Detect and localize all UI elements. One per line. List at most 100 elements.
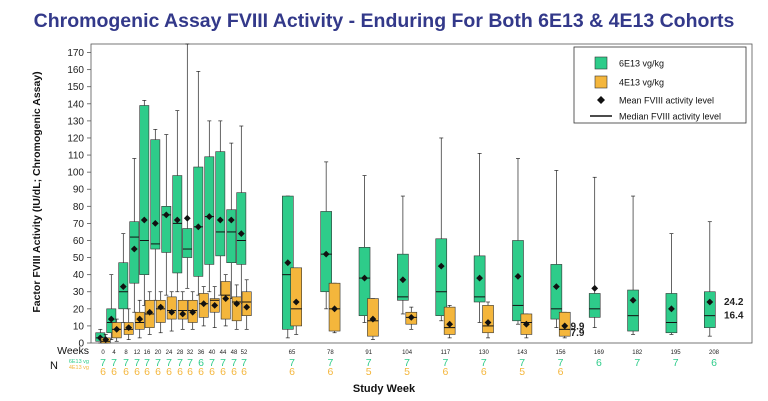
y-tick-label: 10 — [73, 321, 85, 332]
mean-diamond — [629, 296, 637, 304]
mean-diamond — [102, 336, 110, 343]
box-plots — [95, 43, 716, 344]
chart-title: Chromogenic Assay FVIII Activity - Endur… — [34, 10, 735, 32]
mean-diamond — [292, 298, 300, 306]
legend-swatch — [594, 75, 608, 89]
week-tick-label: 28 — [177, 350, 184, 356]
mean-diamond — [369, 315, 377, 323]
mean-diamond — [243, 303, 251, 311]
box-iqr — [236, 192, 247, 265]
box-plot — [209, 286, 220, 328]
legend-item: 6E13 vg/kg — [594, 56, 664, 70]
mean-diamond — [322, 250, 330, 258]
weeks-row-label: Weeks — [57, 345, 89, 357]
mean-diamond — [284, 259, 292, 267]
mean-diamond — [119, 283, 127, 291]
box-plot — [482, 301, 494, 339]
week-tick-label: 195 — [671, 350, 682, 356]
box-plot — [473, 152, 486, 323]
n-count-4e13: 6 — [198, 366, 204, 378]
box-plot — [236, 125, 247, 305]
box-plot — [204, 120, 215, 293]
n-count-4e13: 6 — [187, 366, 193, 378]
mean-diamond — [146, 308, 154, 316]
x-axis-label: Study Week — [353, 383, 416, 395]
box-plot — [512, 158, 524, 325]
y-tick-label: 110 — [68, 151, 84, 162]
box-plot — [161, 134, 172, 296]
n-count-6e13: 6 — [596, 357, 602, 369]
mean-diamond — [476, 274, 484, 282]
box-iqr — [204, 156, 215, 265]
n-count-4e13: 6 — [134, 366, 140, 378]
box-plot — [106, 274, 117, 340]
mean-diamond — [514, 272, 522, 280]
mean-diamond — [668, 305, 675, 313]
y-tick-label: 30 — [73, 287, 85, 298]
box-plot — [215, 120, 226, 296]
n-count-6e13: 7 — [673, 357, 679, 369]
mean-diamond — [140, 216, 148, 224]
box-iqr — [435, 238, 448, 316]
week-tick-label: 12 — [134, 350, 141, 356]
box-plot — [139, 100, 150, 306]
mean-diamond — [157, 303, 165, 311]
week-tick-label: 4 — [112, 350, 116, 356]
box-iqr — [627, 289, 639, 332]
y-tick-label: 50 — [73, 253, 85, 264]
box-plot — [627, 195, 639, 335]
box-plot — [665, 233, 678, 335]
week-tick-label: 24 — [166, 350, 173, 356]
box-iqr — [177, 299, 188, 320]
mean-diamond — [237, 230, 245, 238]
y-tick-label: 90 — [73, 185, 85, 196]
box-plot — [281, 195, 294, 339]
box-iqr — [550, 264, 563, 320]
plot-frame — [90, 43, 753, 344]
n-count-6e13: 7 — [241, 357, 247, 369]
box-plot — [358, 175, 371, 323]
week-tick-label: 143 — [517, 350, 528, 356]
box-plot — [129, 158, 140, 313]
box-iqr — [665, 293, 678, 334]
box-plot — [172, 110, 183, 293]
n-count-4e13: 6 — [558, 366, 564, 378]
mean-diamond — [200, 300, 208, 308]
n-count-4e13: 5 — [519, 366, 525, 378]
mean-diamond — [216, 216, 224, 224]
mean-diamond — [437, 262, 445, 270]
box-iqr — [358, 247, 371, 316]
box-plot — [187, 291, 198, 330]
box-plot — [558, 311, 571, 339]
mean-diamond — [113, 325, 121, 333]
mean-diamond — [591, 284, 599, 292]
box-plot — [144, 291, 155, 335]
y-tick-label: 20 — [73, 304, 85, 315]
n-count-6e13: 7 — [443, 357, 449, 369]
n-count-4e13: 6 — [241, 366, 247, 378]
box-plot — [193, 70, 204, 296]
n-count-4e13: 6 — [481, 366, 487, 378]
n-count-4e13: 6 — [443, 366, 449, 378]
box-iqr — [512, 240, 524, 322]
mean-diamond — [227, 216, 235, 224]
mean-diamond — [233, 300, 241, 308]
mean-diamond — [130, 245, 138, 253]
n-count-6e13: 7 — [481, 357, 487, 369]
week-tick-label: 208 — [709, 350, 720, 356]
box-iqr — [129, 221, 140, 284]
legend-item: Median FVIII activity level — [590, 112, 721, 122]
box-plot — [397, 195, 409, 315]
box-iqr — [150, 139, 161, 250]
mean-diamond — [561, 322, 569, 330]
week-tick-label: 40 — [209, 350, 216, 356]
n-count-6e13: 7 — [289, 357, 295, 369]
mean-diamond — [183, 214, 191, 222]
week-tick-label: 65 — [289, 350, 296, 356]
n-count-4e13: 6 — [100, 366, 106, 378]
legend-item: 4E13 vg/kg — [594, 75, 664, 89]
mean-diamond — [173, 216, 181, 224]
y-axis-label: Factor FVIII Activity (IU/dL; Chromogeni… — [31, 71, 43, 312]
n-count-4e13: 6 — [327, 366, 333, 378]
week-tick-label: 117 — [441, 350, 451, 356]
